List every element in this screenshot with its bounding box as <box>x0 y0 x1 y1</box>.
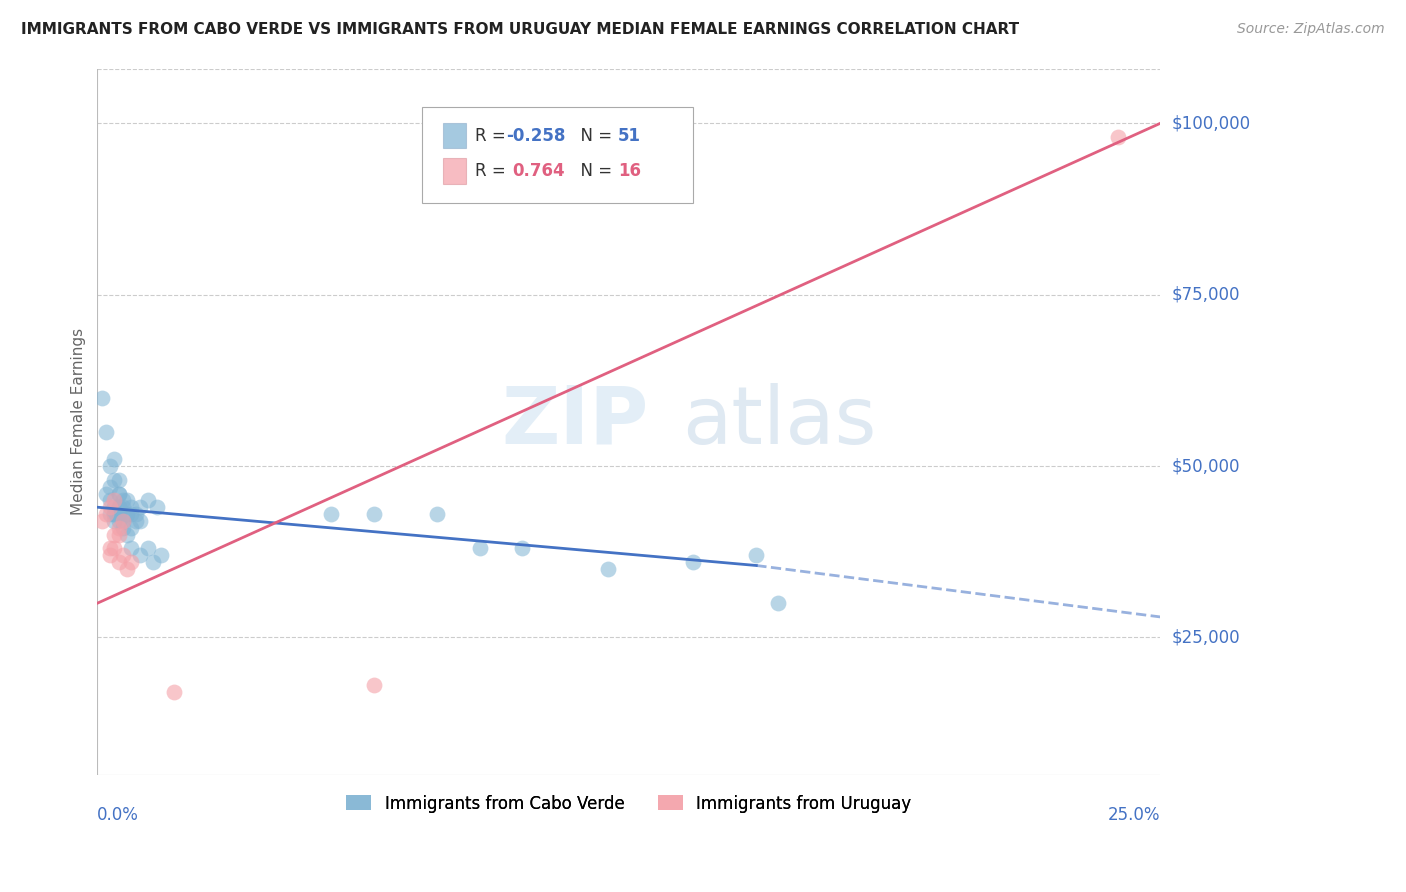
Point <box>107 500 129 515</box>
Point <box>512 541 534 556</box>
Text: 16: 16 <box>619 161 641 180</box>
Point <box>111 500 134 515</box>
FancyBboxPatch shape <box>443 158 467 184</box>
Text: -0.258: -0.258 <box>506 127 565 145</box>
Text: IMMIGRANTS FROM CABO VERDE VS IMMIGRANTS FROM URUGUAY MEDIAN FEMALE EARNINGS COR: IMMIGRANTS FROM CABO VERDE VS IMMIGRANTS… <box>21 22 1019 37</box>
Point <box>98 493 121 508</box>
Point <box>128 500 150 515</box>
Point <box>142 555 165 569</box>
Point <box>94 486 117 500</box>
Point <box>120 507 142 521</box>
Point <box>150 548 173 562</box>
Text: 0.0%: 0.0% <box>97 806 139 824</box>
Text: R =: R = <box>475 127 510 145</box>
Point <box>103 541 125 556</box>
Point <box>107 486 129 500</box>
Text: 51: 51 <box>619 127 641 145</box>
Point <box>111 514 134 528</box>
Point <box>138 493 160 508</box>
Point <box>111 521 134 535</box>
Point <box>98 548 121 562</box>
Point <box>115 507 138 521</box>
Point <box>94 507 117 521</box>
Point <box>682 555 704 569</box>
Point <box>107 527 129 541</box>
Point <box>115 493 138 508</box>
Point <box>107 473 129 487</box>
Point <box>115 507 138 521</box>
Point <box>103 514 125 528</box>
Point <box>107 507 129 521</box>
Point <box>363 507 385 521</box>
Y-axis label: Median Female Earnings: Median Female Earnings <box>72 328 86 515</box>
Text: 0.764: 0.764 <box>512 161 564 180</box>
Point <box>745 548 768 562</box>
Point <box>146 500 169 515</box>
Text: $25,000: $25,000 <box>1171 629 1240 647</box>
Point <box>596 562 619 576</box>
Point <box>98 507 121 521</box>
Point <box>90 514 112 528</box>
Point <box>138 541 160 556</box>
Point <box>111 548 134 562</box>
Point <box>120 541 142 556</box>
Text: N =: N = <box>571 127 617 145</box>
Legend: Immigrants from Cabo Verde, Immigrants from Uruguay: Immigrants from Cabo Verde, Immigrants f… <box>340 788 918 819</box>
Point <box>103 500 125 515</box>
Point <box>163 685 186 699</box>
Text: Source: ZipAtlas.com: Source: ZipAtlas.com <box>1237 22 1385 37</box>
Point <box>98 480 121 494</box>
Point <box>128 514 150 528</box>
Point <box>115 562 138 576</box>
Point <box>103 507 125 521</box>
Point <box>468 541 491 556</box>
Point <box>124 514 146 528</box>
Point <box>107 555 129 569</box>
Point <box>103 507 125 521</box>
Text: $75,000: $75,000 <box>1171 285 1240 304</box>
Point <box>426 507 449 521</box>
Text: N =: N = <box>571 161 617 180</box>
Text: ZIP: ZIP <box>501 383 648 460</box>
Text: $100,000: $100,000 <box>1171 114 1250 132</box>
Point <box>363 678 385 692</box>
Point <box>107 500 129 515</box>
Point <box>98 500 121 515</box>
Point <box>120 555 142 569</box>
Text: 25.0%: 25.0% <box>1108 806 1160 824</box>
Point <box>120 521 142 535</box>
Point <box>115 527 138 541</box>
Point <box>94 425 117 439</box>
Point <box>107 486 129 500</box>
Point <box>103 527 125 541</box>
Point <box>321 507 343 521</box>
Point <box>98 541 121 556</box>
Text: atlas: atlas <box>682 383 876 460</box>
Point <box>107 521 129 535</box>
Point <box>124 507 146 521</box>
Point <box>98 459 121 474</box>
Point <box>1107 130 1129 145</box>
Point <box>111 514 134 528</box>
Point <box>103 473 125 487</box>
Point <box>103 452 125 467</box>
Point <box>107 514 129 528</box>
Point <box>120 500 142 515</box>
FancyBboxPatch shape <box>443 123 467 148</box>
Point <box>111 493 134 508</box>
Point <box>128 548 150 562</box>
Point <box>90 391 112 405</box>
Text: $50,000: $50,000 <box>1171 457 1240 475</box>
Point <box>103 493 125 508</box>
FancyBboxPatch shape <box>422 107 693 202</box>
Point <box>766 596 789 610</box>
Text: R =: R = <box>475 161 516 180</box>
